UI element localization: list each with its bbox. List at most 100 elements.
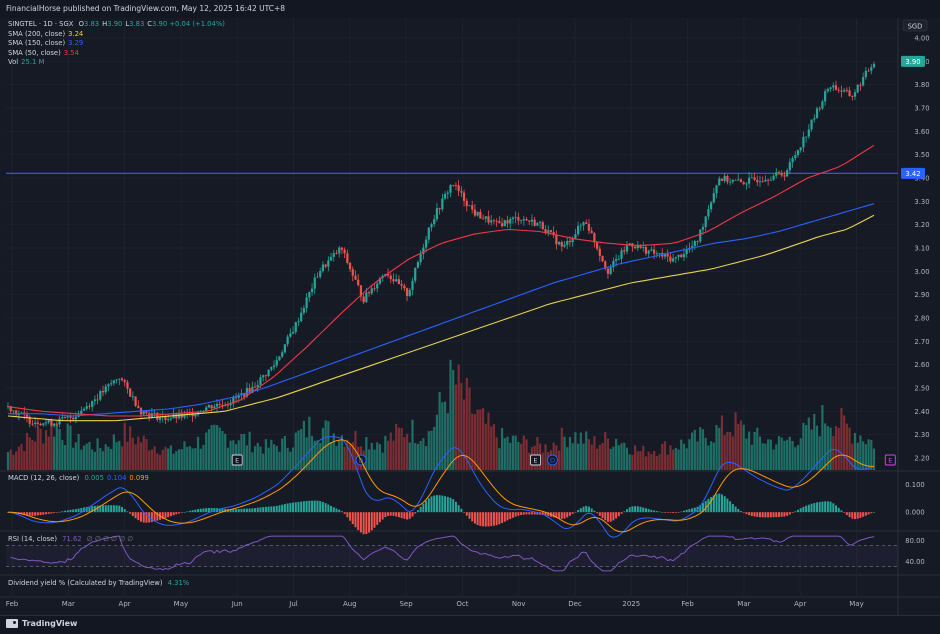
indicator-value: 3.24 (68, 29, 84, 38)
macd-histogram-bar (463, 512, 466, 513)
candle-body (275, 360, 278, 366)
candle-body (25, 414, 29, 417)
symbol-row: SINGTEL · 1D · SGX O3.83 H3.90 L3.83 C3.90 … (8, 20, 225, 30)
volume-bar (609, 448, 612, 470)
volume-bar (834, 426, 838, 470)
macd-histogram-bar (354, 512, 357, 528)
macd-histogram-bar (566, 512, 569, 518)
candle-body (93, 399, 96, 401)
y-tick-label: 2.40 (914, 408, 929, 416)
candle-body (595, 242, 599, 249)
ohlc-val: 3.83 (83, 20, 100, 28)
macd-histogram-bar (552, 512, 555, 518)
candle-body (457, 185, 460, 192)
volume-bar (745, 438, 748, 470)
macd-histogram-bar (848, 512, 851, 518)
indicator-row[interactable]: SMA (150, close) 3.29 (8, 39, 225, 49)
candle-body (403, 285, 406, 289)
volume-bar (297, 430, 300, 470)
macd-histogram-bar (780, 512, 783, 517)
macd-histogram-bar (232, 509, 235, 513)
indicator-row[interactable]: SMA (200, close) 3.24 (8, 30, 225, 40)
chart-svg[interactable]: 4.003.903.803.703.603.503.403.303.203.10… (0, 18, 940, 615)
macd-histogram-bar (115, 505, 118, 513)
volume-bar (517, 442, 520, 470)
macd-histogram-bar (530, 512, 533, 515)
candle-body (253, 386, 257, 388)
macd-histogram-bar (335, 508, 338, 513)
macd-histogram-bar (623, 511, 626, 513)
macd-histogram-bar (69, 509, 72, 513)
rsi-tick-label: 40.00 (905, 558, 924, 566)
volume-bar (446, 413, 449, 470)
volume-bar (142, 435, 145, 470)
y-tick-label: 2.70 (914, 338, 929, 346)
macd-histogram-bar (688, 509, 691, 513)
candle-body (522, 219, 525, 221)
volume-bar (397, 427, 401, 470)
x-tick-label: Oct (456, 600, 468, 608)
candle-body (587, 223, 591, 231)
candle-body (848, 90, 851, 97)
macd-histogram-bar (742, 512, 745, 513)
macd-histogram-bar (186, 511, 189, 513)
candle-body (395, 279, 398, 282)
candle-body (232, 397, 235, 404)
candle-body (262, 375, 265, 378)
candle-body (538, 222, 542, 223)
candle-body (829, 87, 832, 89)
volume-bar (199, 448, 202, 470)
volume-bar (253, 446, 257, 470)
volume-bar (843, 415, 846, 470)
macd-histogram-bar (406, 512, 409, 520)
macd-histogram-bar (826, 501, 829, 513)
macd-histogram-bar (555, 512, 558, 518)
ohlc-val: 3.90 (107, 20, 123, 28)
volume-bar (96, 438, 99, 470)
volume-bar (6, 452, 10, 470)
macd-histogram-bar (596, 512, 599, 514)
candle-body (468, 205, 471, 207)
macd-histogram-bar (248, 508, 251, 513)
volume-bar (99, 448, 102, 470)
chart-area[interactable]: 4.003.903.803.703.603.503.403.303.203.10… (0, 18, 940, 615)
candle-body (422, 247, 425, 255)
candle-body (142, 411, 145, 415)
macd-histogram-bar (343, 512, 346, 514)
indicator-label: Vol (8, 58, 19, 67)
macd-histogram-bar (411, 512, 414, 517)
macd-histogram-bar (813, 503, 816, 513)
indicator-row[interactable]: Vol 25.1 M (8, 58, 225, 68)
volume-bar (595, 448, 599, 470)
volume-bar (674, 447, 677, 470)
candle-body (85, 406, 88, 409)
macd-histogram-bar (275, 505, 278, 513)
candle-body (267, 369, 270, 377)
macd-histogram-bar (731, 503, 734, 513)
event-marker-label: E (235, 457, 239, 465)
candle-body (259, 377, 262, 385)
last-price-tag (901, 55, 925, 67)
macd-histogram-bar (536, 512, 539, 515)
ohlc-val: 3.83 (129, 20, 145, 28)
indicator-row[interactable]: SMA (50, close) 3.54 (8, 49, 225, 59)
candle-body (72, 417, 75, 420)
tradingview-logo[interactable]: TradingView (6, 619, 77, 628)
macd-histogram-bar (767, 512, 770, 518)
publish-line: FinancialHorse published on TradingView.… (6, 4, 286, 13)
volume-bar (568, 436, 572, 470)
macd-histogram-bar (579, 508, 582, 513)
macd-histogram-bar (585, 505, 588, 513)
macd-histogram-bar (783, 512, 786, 517)
volume-bar (479, 409, 482, 470)
x-tick-label: Dec (568, 600, 582, 608)
candle-body (281, 352, 284, 357)
volume-bar (12, 454, 15, 470)
candle-body (753, 177, 756, 180)
volume-bar (748, 431, 751, 470)
macd-histogram-bar (137, 512, 140, 521)
event-marker (884, 454, 896, 466)
candle-body (563, 244, 566, 247)
macd-histogram-bar (663, 512, 666, 513)
volume-bar (872, 448, 876, 470)
